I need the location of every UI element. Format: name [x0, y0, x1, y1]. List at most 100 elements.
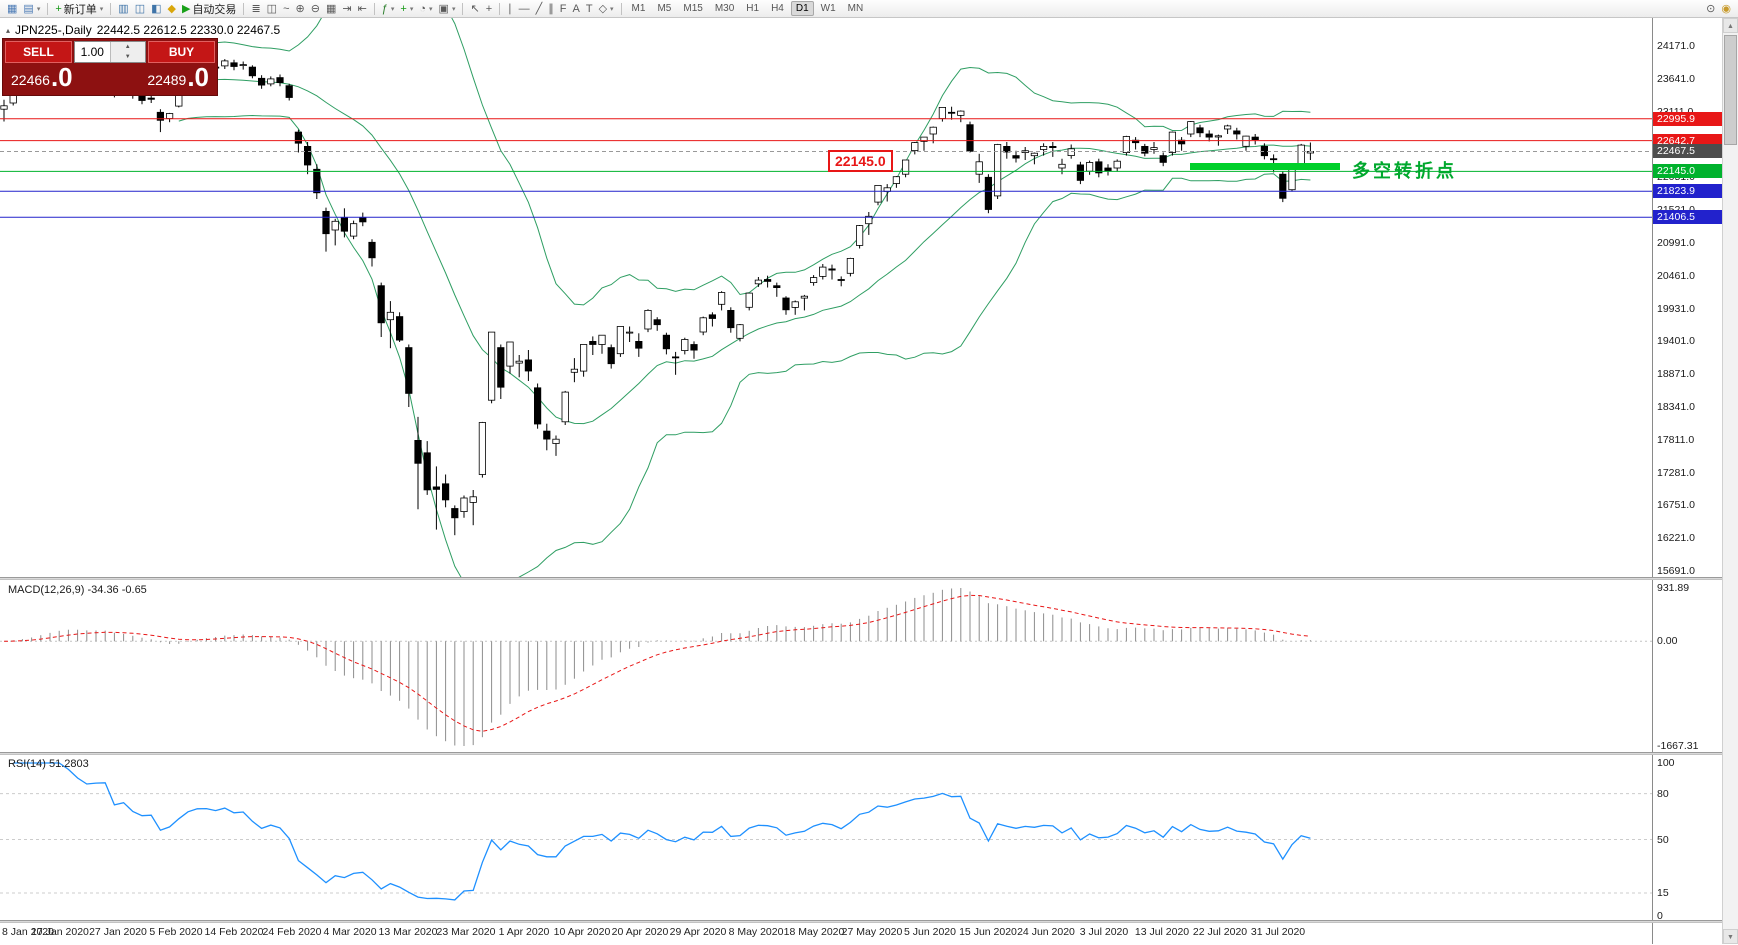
candle-body — [441, 483, 450, 501]
candle-body — [994, 144, 1002, 197]
navigator-icon[interactable]: ◧ — [148, 1, 164, 17]
sell-button[interactable]: SELL — [5, 41, 72, 63]
chart-shift-icon[interactable]: ⇤ — [355, 1, 370, 17]
candle-body — [1196, 127, 1204, 134]
candles-icon: ◫ — [266, 2, 278, 15]
dropdown-caret-icon[interactable]: ▾ — [390, 5, 395, 13]
search-icon[interactable]: ⊙ — [1703, 1, 1718, 17]
trendline-icon[interactable]: ╱ — [533, 1, 546, 17]
channel-icon[interactable]: ∥ — [545, 1, 557, 17]
candle-body — [506, 341, 514, 367]
templates-icon[interactable]: ▣ ▾ — [436, 1, 459, 17]
candle-body — [856, 225, 864, 246]
dropdown-caret-icon[interactable]: ▾ — [99, 5, 104, 13]
new-order-button[interactable]: + 新订单 ▾ — [52, 1, 106, 17]
buy-price: 22489.0 — [147, 62, 209, 92]
date-axis-label: 13 Jul 2020 — [1134, 926, 1190, 938]
candle-body — [1113, 160, 1121, 169]
price-pane[interactable] — [0, 0, 1314, 594]
chart-title: ▴ JPN225-,Daily 22442.5 22612.5 22330.0 … — [6, 23, 280, 37]
buy-button[interactable]: BUY — [148, 41, 215, 63]
grid-icon[interactable]: ▦ — [323, 1, 339, 17]
shapes-icon[interactable]: ◇ ▾ — [596, 1, 617, 17]
zoom-out-icon[interactable]: ⊖ — [308, 1, 323, 17]
turning-point-highlight — [1190, 163, 1340, 171]
date-axis-label: 10 Apr 2020 — [553, 926, 611, 938]
date-axis-label: 13 Mar 2020 — [378, 926, 438, 938]
main-toolbar: ▦ ▤ ▾ + 新订单 ▾ ▥ ◫ ◧ ◆ ▶ 自动交易 ≣ ◫ ~ ⊕ ⊖ ▦ ⇥ ⇤ ƒ ▾ + ▾ ◔ ▾ ▣ ▾ ↖ + ∣ ― ╱ ∥ F… — [0, 0, 1738, 18]
candle-body — [1141, 145, 1149, 154]
price-scale-border — [1652, 18, 1653, 944]
volume-down-icon[interactable]: ▼ — [110, 52, 145, 62]
horizontal-line-icon[interactable]: ― — [516, 1, 533, 17]
candles-icon[interactable]: ◫ — [264, 1, 280, 17]
scrollbar-up-button[interactable]: ▲ — [1723, 18, 1738, 33]
indicators-icon[interactable]: ƒ ▾ — [379, 1, 398, 17]
community-icon[interactable]: ◉ — [1718, 1, 1734, 17]
label-icon[interactable]: T — [583, 1, 596, 17]
timeframe-w1[interactable]: W1 — [820, 3, 836, 14]
timeframe-h1[interactable]: H1 — [746, 3, 760, 14]
candle-body — [469, 496, 477, 503]
dropdown-caret-icon[interactable]: ▾ — [36, 5, 41, 13]
scrollbar-thumb[interactable] — [1724, 35, 1737, 145]
sell-price: 22466.0 — [11, 62, 73, 92]
candle-body — [451, 508, 459, 519]
metaeditor-icon[interactable]: ◆ — [165, 1, 179, 17]
fibonacci-icon[interactable]: F — [557, 1, 570, 17]
candle-body — [1214, 135, 1222, 138]
autotrading-button[interactable]: ▶ 自动交易 — [179, 1, 239, 17]
zoom-out-icon: ⊖ — [310, 2, 320, 15]
macd-pane-separator[interactable] — [0, 577, 1722, 580]
candle-body — [405, 347, 413, 394]
candle-body — [791, 301, 799, 308]
cursor-icon[interactable]: ↖ — [467, 1, 482, 17]
price-axis-label: 17811.0 — [1657, 433, 1695, 446]
timeframe-mn[interactable]: MN — [847, 3, 864, 14]
volume-stepper[interactable]: 1.00 ▲ ▼ — [74, 41, 146, 63]
rsi-pane-separator[interactable] — [0, 752, 1722, 755]
crosshair-icon[interactable]: + — [483, 1, 495, 17]
volume-spin-buttons[interactable]: ▲ ▼ — [109, 42, 145, 62]
add-indicator-icon[interactable]: + ▾ — [397, 1, 416, 17]
dropdown-caret-icon[interactable]: ▾ — [451, 5, 456, 13]
data-window-icon[interactable]: ◫ — [132, 1, 148, 17]
candle-body — [902, 159, 910, 175]
auto-scroll-icon[interactable]: ⇥ — [339, 1, 354, 17]
new-chart-icon[interactable]: ▦ — [4, 1, 20, 17]
timeframe-m5[interactable]: M5 — [657, 3, 672, 14]
candle-body — [773, 285, 781, 289]
timeframe-m1[interactable]: M1 — [631, 3, 646, 14]
candle-body — [1159, 155, 1167, 163]
timeframe-h4[interactable]: H4 — [771, 3, 784, 14]
candle-body — [1030, 152, 1038, 157]
zoom-in-icon[interactable]: ⊕ — [293, 1, 308, 17]
timeframe-d1[interactable]: D1 — [790, 1, 814, 16]
chart-profiles-icon[interactable]: ▤ ▾ — [20, 1, 43, 17]
candle-body — [662, 334, 671, 350]
market-watch-icon[interactable]: ▥ — [115, 1, 131, 17]
vertical-line-icon[interactable]: ∣ — [504, 1, 516, 17]
chart-scrollbar[interactable]: ▲ ▼ — [1722, 18, 1738, 944]
toolbar-separator — [462, 2, 464, 15]
indicators-icon: ƒ — [381, 2, 388, 15]
volume-value[interactable]: 1.00 — [80, 45, 104, 59]
dropdown-caret-icon[interactable]: ▾ — [610, 5, 614, 13]
dropdown-caret-icon[interactable]: ▾ — [429, 5, 433, 13]
timeframe-m30[interactable]: M30 — [714, 3, 735, 14]
text-icon[interactable]: A — [569, 1, 582, 17]
dropdown-caret-icon[interactable]: ▾ — [409, 5, 414, 13]
bars-icon[interactable]: ≣ — [248, 1, 263, 17]
rsi-axis-label: 80 — [1657, 787, 1669, 800]
candle-body — [322, 210, 330, 235]
price-axis-label: 19401.0 — [1657, 335, 1695, 348]
candle-body — [1003, 145, 1011, 153]
candle-body — [175, 94, 183, 107]
volume-up-icon[interactable]: ▲ — [110, 42, 145, 52]
periods-icon[interactable]: ◔ ▾ — [416, 1, 435, 17]
line-chart-icon[interactable]: ~ — [280, 1, 292, 17]
timeframe-m15[interactable]: M15 — [683, 3, 703, 14]
scrollbar-down-button[interactable]: ▼ — [1723, 929, 1738, 944]
trendline-icon: ╱ — [535, 2, 543, 15]
